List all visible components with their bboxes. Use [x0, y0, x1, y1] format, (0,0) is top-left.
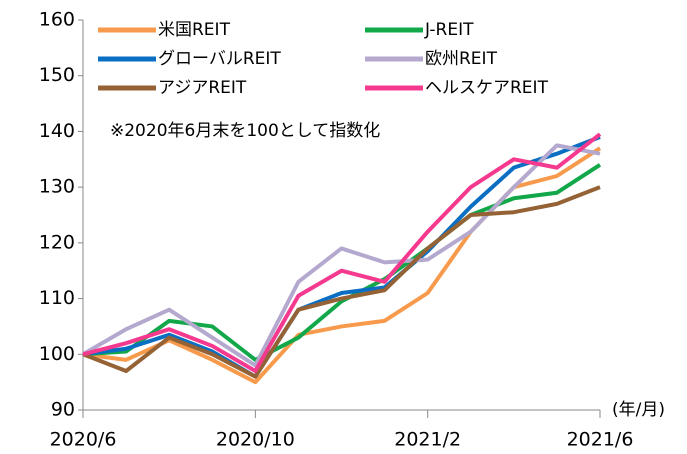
x-unit: (年/月) — [612, 400, 665, 420]
series-line — [82, 163, 602, 362]
legend-label: 米国REIT — [158, 20, 231, 40]
y-tick-label: 120 — [39, 231, 75, 253]
y-tick-label: 100 — [39, 343, 75, 365]
x-tick-label: 2021/6 — [567, 429, 634, 451]
series-line — [82, 185, 601, 379]
note: ※2020年6月末を100として指数化 — [110, 121, 380, 141]
series-line — [82, 135, 601, 379]
series-line — [82, 146, 602, 385]
y-tick-label: 160 — [39, 9, 75, 31]
legend-label: ヘルスケアREIT — [425, 78, 549, 98]
legend-label: グローバルREIT — [158, 49, 281, 69]
series-line — [81, 143, 601, 368]
x-tick-label: 2021/2 — [394, 429, 461, 451]
y-tick-label: 150 — [39, 64, 75, 86]
legend-label: アジアREIT — [158, 78, 247, 98]
y-tick-label: 110 — [39, 287, 75, 309]
x-tick-label: 2020/6 — [50, 429, 117, 451]
y-tick-label: 130 — [39, 176, 75, 198]
legend-label: 欧州REIT — [425, 49, 498, 69]
y-tick-label: 140 — [39, 120, 75, 142]
legend-label: J-REIT — [424, 20, 474, 40]
x-tick-label: 2020/10 — [216, 429, 295, 451]
series-line — [82, 132, 602, 373]
y-tick-label: 90 — [51, 399, 75, 421]
